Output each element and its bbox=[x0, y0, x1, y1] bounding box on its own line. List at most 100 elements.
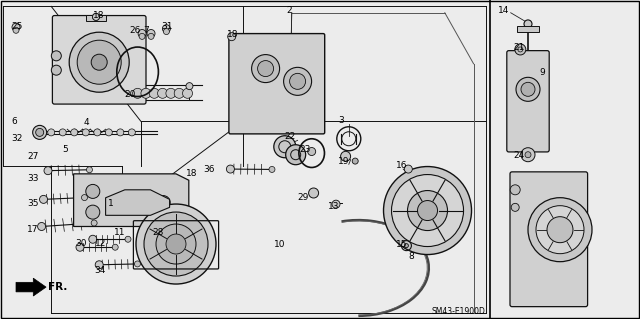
Circle shape bbox=[36, 128, 44, 137]
Circle shape bbox=[144, 212, 208, 276]
Text: 1: 1 bbox=[108, 199, 113, 208]
Text: 30: 30 bbox=[76, 239, 87, 248]
Circle shape bbox=[290, 73, 306, 89]
Circle shape bbox=[157, 88, 168, 98]
Circle shape bbox=[536, 206, 584, 254]
Circle shape bbox=[228, 33, 236, 41]
Circle shape bbox=[94, 129, 100, 136]
Circle shape bbox=[383, 167, 472, 255]
Circle shape bbox=[257, 61, 274, 77]
Circle shape bbox=[117, 129, 124, 136]
Circle shape bbox=[163, 25, 170, 33]
Text: 7: 7 bbox=[143, 26, 149, 35]
Circle shape bbox=[269, 167, 275, 173]
Circle shape bbox=[511, 203, 519, 211]
Bar bbox=[86, 15, 106, 21]
Circle shape bbox=[515, 44, 526, 55]
Text: 4: 4 bbox=[83, 118, 89, 127]
Text: 14: 14 bbox=[498, 6, 509, 15]
Circle shape bbox=[51, 65, 61, 75]
Circle shape bbox=[186, 83, 193, 90]
Circle shape bbox=[156, 224, 196, 264]
Circle shape bbox=[92, 54, 108, 70]
Text: 16: 16 bbox=[396, 161, 407, 170]
Circle shape bbox=[392, 174, 463, 247]
Circle shape bbox=[93, 13, 99, 20]
Circle shape bbox=[510, 185, 520, 195]
Circle shape bbox=[134, 261, 140, 267]
Bar bbox=[517, 26, 539, 32]
Text: 27: 27 bbox=[27, 152, 38, 161]
Circle shape bbox=[86, 167, 92, 173]
Circle shape bbox=[83, 129, 89, 136]
Circle shape bbox=[274, 136, 296, 158]
Text: 21: 21 bbox=[513, 43, 525, 52]
Text: 20: 20 bbox=[125, 90, 136, 99]
Circle shape bbox=[60, 129, 66, 136]
Circle shape bbox=[112, 244, 118, 250]
Text: 36: 36 bbox=[204, 165, 215, 174]
Text: 6: 6 bbox=[12, 117, 17, 126]
Circle shape bbox=[227, 165, 234, 173]
Circle shape bbox=[521, 82, 535, 96]
Text: 2: 2 bbox=[287, 6, 292, 15]
Text: 5: 5 bbox=[63, 145, 68, 154]
Circle shape bbox=[352, 158, 358, 164]
Circle shape bbox=[38, 222, 45, 231]
Polygon shape bbox=[106, 190, 170, 215]
Polygon shape bbox=[74, 174, 189, 230]
Text: 13: 13 bbox=[328, 202, 339, 211]
Circle shape bbox=[340, 151, 351, 161]
Text: 29: 29 bbox=[298, 193, 309, 202]
Circle shape bbox=[91, 220, 97, 226]
Circle shape bbox=[166, 234, 186, 254]
Circle shape bbox=[163, 29, 170, 34]
Text: 32: 32 bbox=[12, 134, 23, 143]
Circle shape bbox=[404, 165, 412, 173]
Circle shape bbox=[417, 201, 438, 220]
Circle shape bbox=[174, 88, 184, 98]
Circle shape bbox=[81, 195, 88, 201]
Text: 25: 25 bbox=[12, 22, 23, 31]
Circle shape bbox=[69, 32, 129, 92]
FancyBboxPatch shape bbox=[507, 51, 549, 152]
Text: 18: 18 bbox=[227, 30, 239, 39]
Circle shape bbox=[308, 188, 319, 198]
Circle shape bbox=[86, 184, 100, 198]
Circle shape bbox=[524, 20, 532, 28]
Text: 24: 24 bbox=[513, 151, 525, 160]
Text: 33: 33 bbox=[27, 174, 38, 182]
Circle shape bbox=[308, 147, 316, 156]
Circle shape bbox=[51, 51, 61, 61]
Circle shape bbox=[139, 33, 145, 39]
FancyBboxPatch shape bbox=[510, 172, 588, 307]
Circle shape bbox=[77, 40, 121, 84]
Circle shape bbox=[149, 88, 159, 98]
Text: 9: 9 bbox=[539, 68, 545, 77]
Circle shape bbox=[528, 198, 592, 262]
Text: 23: 23 bbox=[300, 145, 311, 154]
Circle shape bbox=[106, 129, 112, 136]
Circle shape bbox=[332, 200, 340, 208]
FancyBboxPatch shape bbox=[52, 16, 146, 104]
Text: 31: 31 bbox=[161, 22, 173, 31]
Circle shape bbox=[93, 13, 99, 20]
Circle shape bbox=[252, 55, 280, 83]
Circle shape bbox=[86, 205, 100, 219]
Circle shape bbox=[404, 244, 408, 248]
Circle shape bbox=[148, 33, 154, 39]
Text: 11: 11 bbox=[114, 228, 125, 237]
Text: 17: 17 bbox=[27, 225, 38, 234]
Circle shape bbox=[516, 77, 540, 101]
Circle shape bbox=[71, 129, 77, 136]
Text: 10: 10 bbox=[274, 241, 285, 249]
Circle shape bbox=[285, 145, 306, 165]
Text: 34: 34 bbox=[95, 266, 106, 275]
Text: 3: 3 bbox=[338, 116, 344, 125]
Circle shape bbox=[44, 167, 52, 175]
Text: 22: 22 bbox=[285, 132, 296, 141]
Circle shape bbox=[132, 88, 143, 98]
Circle shape bbox=[129, 129, 135, 136]
Text: 15: 15 bbox=[396, 241, 407, 249]
Circle shape bbox=[136, 204, 216, 284]
